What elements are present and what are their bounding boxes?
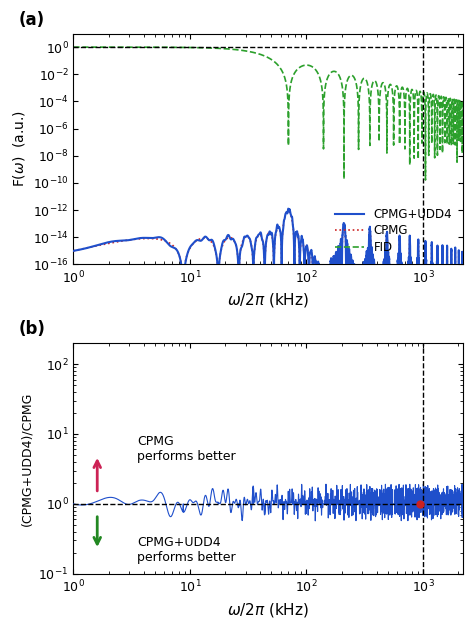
CPMG+UDD4 [71, 247, 76, 255]
X-axis label: $\omega/2\pi$ (kHz): $\omega/2\pi$ (kHz) [227, 292, 309, 309]
Legend: CPMG+UDD4, CPMG, FID: CPMG+UDD4, CPMG, FID [330, 203, 457, 258]
FID [261, 52, 267, 59]
FID [460, 98, 466, 105]
CPMG [94, 242, 100, 249]
Line: CPMG: CPMG [73, 211, 463, 292]
X-axis label: $\omega/2\pi$ (kHz): $\omega/2\pi$ (kHz) [227, 601, 309, 619]
Line: CPMG+UDD4: CPMG+UDD4 [73, 209, 463, 292]
CPMG [87, 244, 92, 251]
FID [73, 43, 78, 51]
FID [71, 43, 76, 51]
CPMG [180, 288, 186, 295]
Y-axis label: F($\omega$)  (a.u.): F($\omega$) (a.u.) [11, 110, 27, 188]
CPMG [261, 247, 267, 255]
CPMG [439, 249, 445, 257]
CPMG [147, 235, 153, 243]
CPMG [460, 278, 466, 286]
CPMG+UDD4 [94, 241, 100, 249]
Text: CPMG
performs better: CPMG performs better [137, 435, 236, 464]
CPMG+UDD4 [180, 288, 186, 295]
FID [147, 43, 153, 51]
Text: (a): (a) [19, 11, 45, 29]
FID [94, 43, 100, 51]
FID [439, 108, 445, 116]
CPMG+UDD4 [285, 205, 291, 212]
CPMG+UDD4 [439, 248, 445, 256]
Text: (b): (b) [19, 320, 46, 338]
CPMG [285, 207, 291, 215]
Text: CPMG+UDD4
performs better: CPMG+UDD4 performs better [137, 536, 236, 564]
CPMG [73, 247, 78, 255]
CPMG [71, 247, 76, 255]
CPMG+UDD4 [73, 247, 78, 255]
CPMG+UDD4 [147, 234, 153, 242]
Y-axis label: (CPMG+UDD4)/CPMG: (CPMG+UDD4)/CPMG [20, 391, 33, 525]
FID [87, 43, 92, 51]
CPMG+UDD4 [87, 244, 92, 251]
Line: FID: FID [73, 47, 463, 180]
CPMG+UDD4 [261, 248, 267, 255]
CPMG+UDD4 [460, 277, 466, 284]
FID [423, 176, 428, 184]
